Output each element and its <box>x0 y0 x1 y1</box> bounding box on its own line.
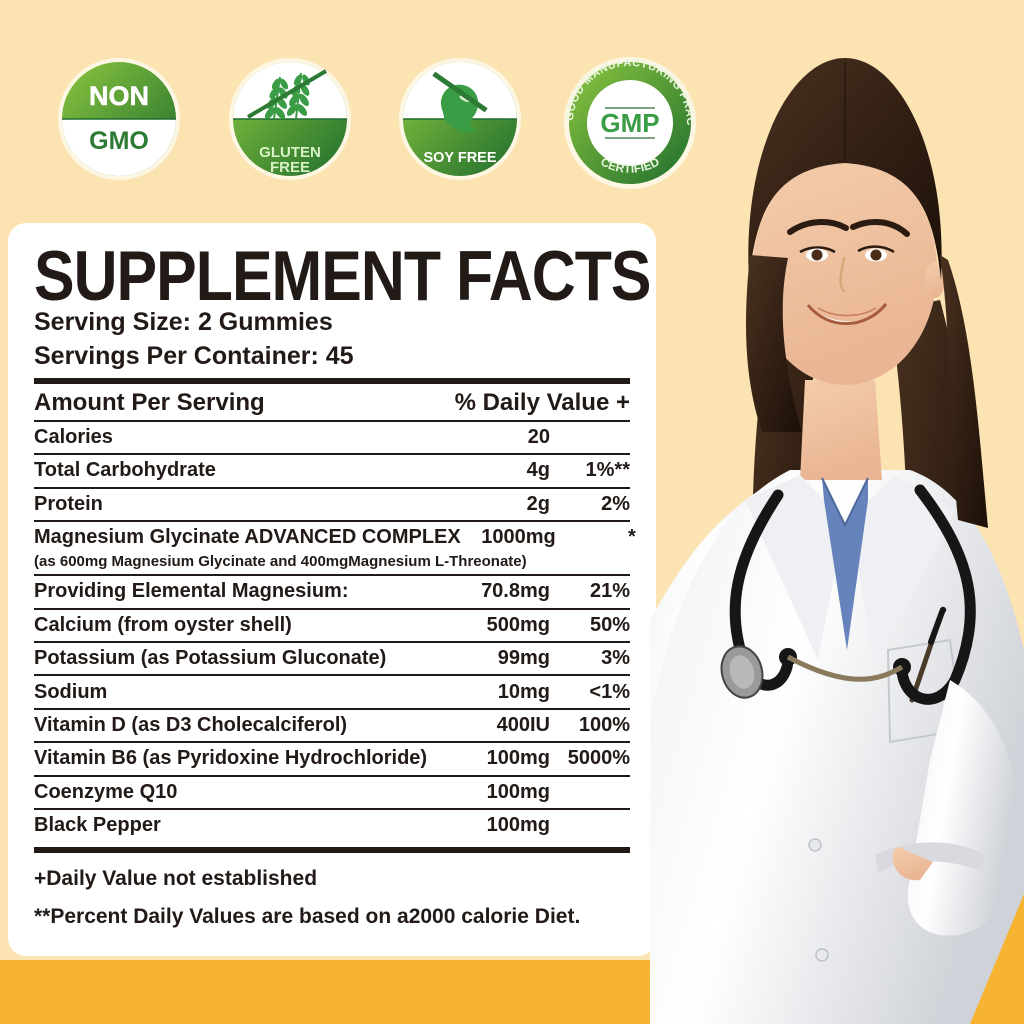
svg-text:SOY FREE: SOY FREE <box>423 150 496 166</box>
svg-text:★: ★ <box>603 145 612 156</box>
svg-text:GMO: GMO <box>89 127 149 155</box>
svg-text:★: ★ <box>651 145 660 156</box>
svg-text:GMP: GMP <box>600 108 659 138</box>
svg-text:FREE: FREE <box>270 159 310 176</box>
svg-text:NON: NON <box>89 81 149 111</box>
